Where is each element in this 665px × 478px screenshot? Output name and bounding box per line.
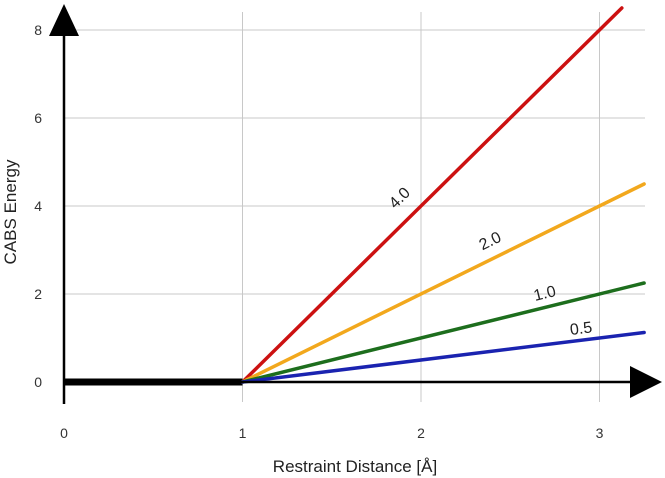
line-label-4.0: 4.0 bbox=[386, 184, 414, 212]
y-tick-label-6: 6 bbox=[34, 110, 42, 126]
grid bbox=[64, 12, 645, 402]
line-label-0.5: 0.5 bbox=[569, 319, 593, 339]
line-label-1.0: 1.0 bbox=[532, 283, 558, 305]
y-tick-label-2: 2 bbox=[34, 286, 42, 302]
series-line-2.0 bbox=[240, 182, 646, 384]
y-tick-label-8: 8 bbox=[34, 22, 42, 38]
line-label-2.0: 2.0 bbox=[477, 229, 505, 254]
x-tick-label-0: 0 bbox=[60, 425, 68, 441]
x-axis-title: Restraint Distance [Å] bbox=[273, 457, 437, 476]
series-line-1.0 bbox=[240, 281, 646, 384]
series-lines bbox=[64, 6, 646, 386]
tick-labels: 0 1 2 3 0 2 4 6 8 bbox=[34, 22, 603, 441]
series-line-4.0 bbox=[240, 6, 624, 384]
x-tick-label-3: 3 bbox=[596, 425, 604, 441]
x-tick-label-1: 1 bbox=[239, 425, 247, 441]
y-axis-arrow bbox=[49, 4, 79, 36]
y-axis-title: CABS Energy bbox=[1, 159, 20, 264]
y-tick-label-0: 0 bbox=[34, 374, 42, 390]
series-line-0.5 bbox=[240, 330, 646, 384]
axes bbox=[49, 4, 662, 404]
x-tick-label-2: 2 bbox=[417, 425, 425, 441]
x-axis-arrow bbox=[630, 366, 662, 398]
y-tick-label-4: 4 bbox=[34, 198, 42, 214]
